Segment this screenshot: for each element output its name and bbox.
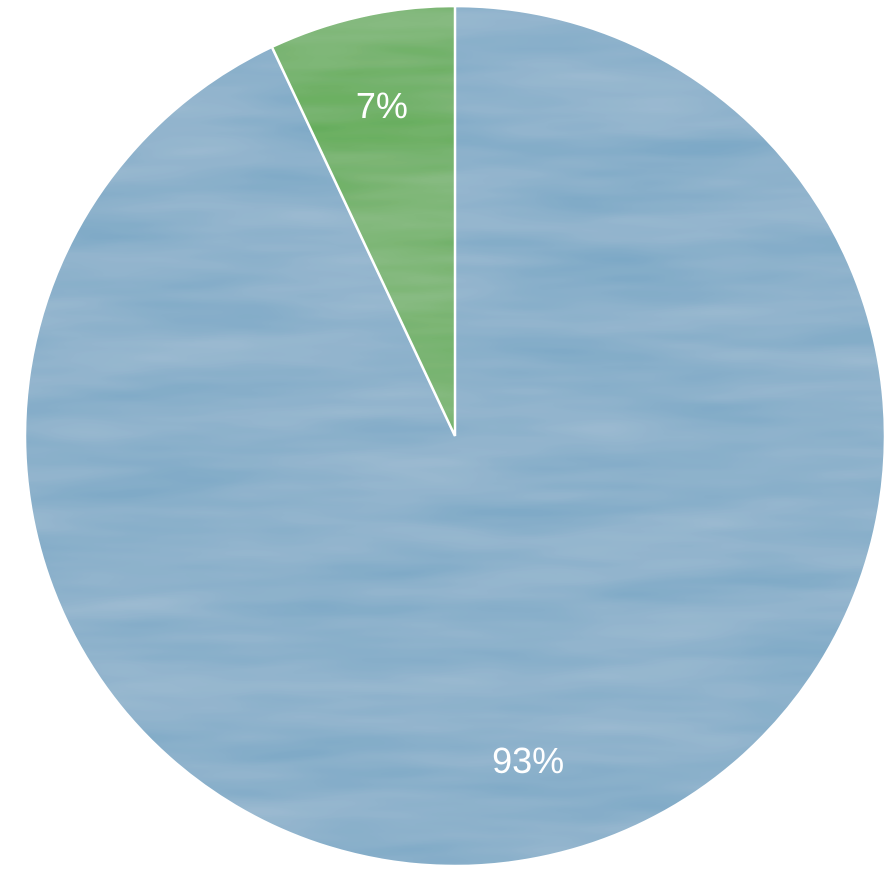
pie-slice [270, 4, 457, 437]
pie-labels: 93% 7% [356, 85, 564, 781]
slice-label: 93% [492, 740, 564, 781]
slice-label: 7% [356, 85, 408, 126]
pie [23, 4, 886, 868]
